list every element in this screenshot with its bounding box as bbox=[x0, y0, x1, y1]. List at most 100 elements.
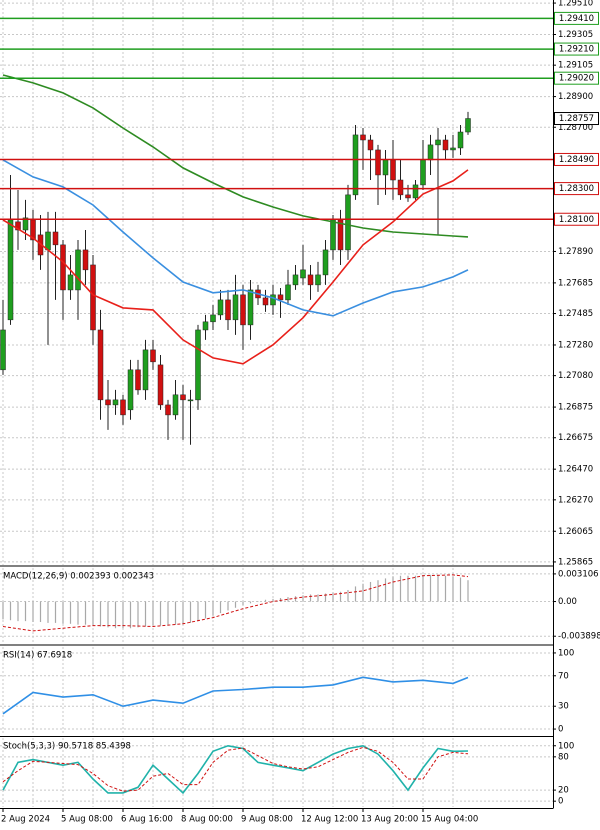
histogram-bar bbox=[182, 601, 184, 624]
histogram-bar bbox=[309, 594, 312, 602]
histogram-bar bbox=[347, 589, 349, 602]
histogram-bar bbox=[39, 601, 42, 623]
candle-body bbox=[75, 249, 81, 291]
y-tick-label: 0 bbox=[558, 725, 563, 735]
x-tick-label: 6 Aug 16:00 bbox=[121, 815, 173, 825]
candle-body bbox=[22, 217, 29, 231]
candle-body bbox=[420, 159, 426, 186]
level-tag bbox=[554, 212, 599, 226]
candle-body bbox=[210, 314, 216, 323]
histogram-bar bbox=[324, 593, 327, 602]
histogram-bar bbox=[114, 601, 117, 629]
histogram-bar bbox=[159, 601, 162, 626]
histogram-bar bbox=[294, 596, 297, 602]
histogram-bar bbox=[377, 580, 379, 602]
candle-body bbox=[270, 294, 276, 306]
candle-body bbox=[0, 329, 6, 371]
y-tick-label: 1.27890 bbox=[558, 247, 593, 257]
histogram-bar bbox=[302, 595, 304, 602]
y-tick-label: 1.27080 bbox=[558, 371, 593, 381]
candle-body bbox=[277, 294, 284, 301]
histogram-bar bbox=[167, 601, 169, 626]
level-tag bbox=[554, 152, 599, 166]
histogram-bar bbox=[144, 601, 147, 627]
histogram-bar bbox=[392, 576, 394, 602]
level-label: 1.28300 bbox=[559, 184, 594, 194]
histogram-bar bbox=[317, 594, 319, 602]
candle-body bbox=[225, 299, 231, 321]
candle-body bbox=[150, 349, 156, 363]
candle-body bbox=[285, 284, 291, 301]
histogram-bar bbox=[47, 601, 49, 623]
candle-body bbox=[105, 399, 111, 406]
candle-body bbox=[165, 404, 171, 416]
level-label: 1.28490 bbox=[559, 155, 594, 165]
candle-body bbox=[315, 274, 321, 286]
candle-body bbox=[60, 244, 66, 291]
line bbox=[2, 74, 469, 238]
candle-body bbox=[112, 399, 119, 406]
histogram-bar bbox=[54, 601, 57, 623]
histogram-bar bbox=[407, 575, 409, 602]
histogram-bar bbox=[452, 576, 454, 602]
y-tick-label: 1.29105 bbox=[558, 61, 593, 71]
histogram-bar bbox=[219, 601, 222, 614]
x-tick-label: 12 Aug 12:00 bbox=[301, 815, 358, 825]
candle-body bbox=[90, 264, 96, 331]
candle-body bbox=[300, 269, 306, 279]
candle-body bbox=[217, 299, 224, 316]
candle-body bbox=[120, 399, 126, 416]
candle-body bbox=[427, 144, 434, 161]
histogram-bar bbox=[339, 591, 342, 602]
level-label: 1.28100 bbox=[559, 215, 594, 225]
candle-body bbox=[367, 139, 374, 151]
candle-body bbox=[247, 289, 254, 326]
line bbox=[2, 159, 469, 317]
y-tick-label: 70 bbox=[558, 671, 569, 681]
candle-body bbox=[157, 364, 164, 406]
y-tick-label: 1.25865 bbox=[558, 557, 593, 567]
candle-body bbox=[202, 321, 209, 331]
histogram-bar bbox=[99, 601, 102, 627]
level-label: 1.29020 bbox=[559, 74, 594, 84]
candle-body bbox=[45, 231, 51, 251]
histogram-bar bbox=[84, 601, 87, 625]
current-price: 1.28757 bbox=[559, 114, 594, 124]
x-tick-label: 2 Aug 2024 bbox=[1, 815, 50, 825]
y-tick-label: 0.00 bbox=[558, 597, 577, 607]
histogram-bar bbox=[362, 583, 364, 602]
candle-body bbox=[382, 159, 389, 176]
histogram-bar bbox=[152, 601, 154, 626]
level-label: 1.29210 bbox=[559, 45, 594, 55]
y-tick-label: 1.27280 bbox=[558, 340, 593, 350]
candle-body bbox=[397, 179, 404, 196]
candle-body bbox=[442, 139, 449, 151]
y-tick-label: 1.26875 bbox=[558, 403, 593, 413]
histogram-bar bbox=[189, 601, 192, 623]
candle-body bbox=[67, 274, 74, 291]
histogram-bar bbox=[32, 601, 34, 623]
y-tick-label: 80 bbox=[558, 752, 569, 762]
line bbox=[2, 574, 469, 632]
histogram-bar bbox=[92, 601, 94, 626]
candle-body bbox=[97, 329, 104, 401]
histogram-bar bbox=[429, 574, 432, 602]
y-tick-label: 1.27485 bbox=[558, 309, 593, 319]
histogram-bar bbox=[369, 581, 372, 602]
candle-body bbox=[412, 184, 419, 199]
histogram-bar bbox=[399, 575, 402, 602]
level-tag bbox=[554, 42, 599, 56]
histogram-bar bbox=[227, 601, 229, 611]
candle-body bbox=[330, 219, 336, 251]
candle-body bbox=[82, 249, 89, 271]
y-tick-label: 1.26065 bbox=[558, 527, 593, 537]
candle-body bbox=[195, 329, 201, 401]
histogram-bar bbox=[9, 601, 12, 621]
histogram-bar bbox=[107, 601, 109, 628]
histogram-bar bbox=[17, 601, 19, 622]
candle-body bbox=[187, 399, 194, 402]
candle-body bbox=[135, 369, 141, 391]
y-tick-label: 0 bbox=[558, 797, 563, 807]
candle-body bbox=[52, 231, 59, 246]
histogram-bar bbox=[137, 601, 139, 628]
